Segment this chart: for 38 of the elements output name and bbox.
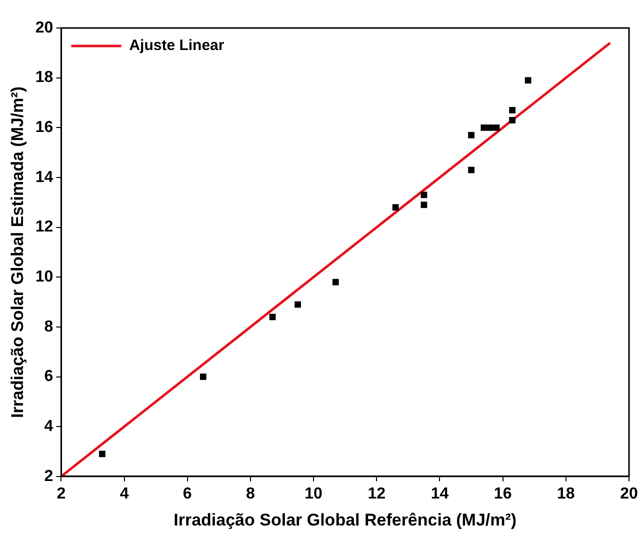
point (99, 450, 106, 458)
y-tick-label: 12 (35, 218, 54, 236)
point (420, 192, 428, 198)
y-tick-label: 20 (35, 19, 54, 36)
x-tick-label: 8 (246, 485, 256, 502)
point (524, 77, 532, 84)
point (509, 107, 516, 114)
x-tick-label: 6 (182, 485, 192, 502)
y-tick-label: 18 (35, 69, 54, 86)
x-tick-label: 10 (304, 485, 323, 502)
x-tick-label: 20 (620, 485, 638, 502)
x-tick-label: 4 (120, 485, 129, 502)
y-tick-label: 10 (35, 268, 54, 286)
point (332, 278, 339, 286)
point (294, 301, 301, 308)
point (480, 124, 488, 131)
point (509, 116, 516, 124)
x-tick-label: 16 (494, 485, 512, 502)
x-tick-label: 2 (56, 485, 66, 502)
point (487, 124, 494, 131)
point (468, 166, 474, 174)
point (420, 202, 428, 208)
y-tick-label: 4 (44, 418, 54, 435)
y-axis-title: Irradiação Solar Global Estimada (MJ/m²) (8, 86, 27, 418)
x-tick-label: 18 (557, 485, 575, 502)
legend-label: Ajuste Linear (129, 37, 224, 54)
x-axis-title: Irradiação Solar Global Referência (MJ/m²) (174, 510, 517, 530)
y-tick-label: 8 (44, 318, 54, 336)
y-tick-label: 16 (35, 119, 54, 136)
y-tick-label: 6 (44, 368, 54, 386)
point (493, 124, 500, 131)
point (392, 204, 399, 211)
y-tick-label: 14 (35, 168, 54, 186)
point (200, 374, 206, 380)
x-tick-label: 12 (368, 485, 386, 502)
x-tick-label: 14 (430, 485, 449, 502)
y-tick-label: 2 (44, 468, 54, 485)
point (468, 132, 474, 138)
